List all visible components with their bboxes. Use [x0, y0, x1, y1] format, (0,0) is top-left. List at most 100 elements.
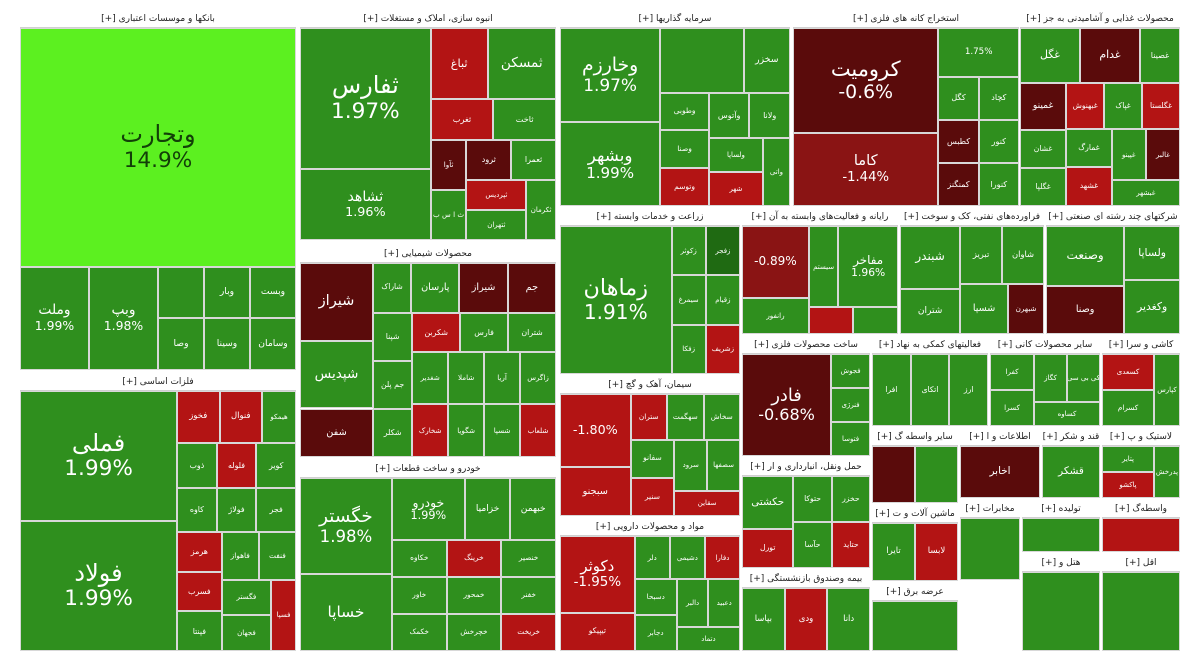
stock-tile[interactable]: بپاسا	[742, 588, 785, 651]
sector-header[interactable]: محصولات غذایی و آشامیدنی به جز [+]	[1020, 10, 1180, 28]
stock-tile[interactable]: فاهواز	[221, 532, 259, 580]
stock-tile[interactable]: وطوبی	[660, 92, 709, 131]
stock-tile[interactable]: وسامان	[250, 318, 296, 370]
sector-header[interactable]: فلزات اساسی [+]	[20, 373, 296, 391]
stock-tile[interactable]: ارز	[949, 354, 988, 426]
stock-tile[interactable]: ثغرب	[430, 98, 494, 140]
stock-tile[interactable]: غدام	[1080, 28, 1140, 83]
stock-tile[interactable]: رانفور	[742, 298, 809, 334]
stock-tile[interactable]: فنفت	[258, 532, 296, 580]
stock-tile[interactable]: غالبر	[1145, 128, 1180, 181]
stock-tile[interactable]: فولاژ	[216, 487, 257, 533]
stock-tile[interactable]: وآتوس	[708, 92, 750, 139]
stock-tile[interactable]: شفن	[300, 408, 373, 457]
stock-tile[interactable]	[808, 307, 854, 334]
stock-tile[interactable]: خفنر	[501, 577, 556, 615]
stock-tile[interactable]	[872, 446, 915, 503]
stock-tile[interactable]: فجهان	[221, 615, 272, 651]
stock-tile[interactable]: دشیمی	[669, 536, 705, 580]
stock-tile[interactable]: فنوال	[219, 391, 262, 443]
stock-tile[interactable]: فلوله	[216, 443, 257, 488]
stock-tile[interactable]: شهر	[708, 172, 763, 206]
stock-tile[interactable]: شاراک	[373, 263, 412, 313]
stock-tile[interactable]	[1102, 518, 1180, 552]
stock-tile[interactable]: کرومیت -0.6%	[793, 28, 939, 133]
stock-tile[interactable]: وصنعت	[1046, 226, 1125, 286]
stock-tile[interactable]: شتران	[508, 312, 556, 352]
stock-tile[interactable]: فجر	[256, 487, 296, 533]
sector-header[interactable]: بانکها و موسسات اعتباری [+]	[20, 10, 296, 28]
sector-header[interactable]: زراعت و خدمات وابسته [+]	[560, 208, 740, 226]
stock-tile[interactable]: فجوش	[831, 354, 870, 388]
stock-tile[interactable]: کپارس	[1154, 354, 1180, 426]
stock-tile[interactable]: وصنا	[660, 130, 709, 169]
stock-tile[interactable]: وسینا	[204, 318, 250, 370]
stock-tile[interactable]: دعبید	[708, 579, 740, 628]
stock-tile[interactable]: کنورا	[978, 162, 1019, 206]
stock-tile[interactable]: -0.89%	[742, 226, 809, 299]
stock-tile[interactable]: غگلپا	[1020, 168, 1067, 206]
stock-tile[interactable]: زکوثر	[671, 226, 706, 276]
sector-header[interactable]: قند و شکر [+]	[1042, 428, 1100, 446]
sector-header[interactable]: سایر محصولات کانی [+]	[990, 336, 1100, 354]
stock-tile[interactable]: ثپردیس	[466, 179, 527, 210]
stock-tile[interactable]: دالبر	[676, 579, 709, 628]
stock-tile[interactable]: کگل	[938, 76, 979, 120]
stock-tile[interactable]: سقاین	[674, 490, 740, 516]
sector-header[interactable]: سرمایه گذاریها [+]	[560, 10, 790, 28]
stock-tile[interactable]: تورل	[742, 529, 794, 568]
sector-header[interactable]: بیمه وصندوق بازنشستگی [+]	[742, 570, 870, 588]
stock-tile[interactable]: وبار	[204, 266, 250, 319]
stock-tile[interactable]	[1022, 572, 1100, 651]
sector-header[interactable]: فعالیتهای کمکی به نهاد [+]	[872, 336, 988, 354]
stock-tile[interactable]: ث ا س ب	[430, 189, 467, 240]
stock-tile[interactable]: شبندر	[900, 226, 961, 289]
stock-tile[interactable]: جم	[507, 263, 556, 313]
stock-tile[interactable]: پارسان	[411, 263, 460, 313]
stock-tile[interactable]: شغدیر	[412, 351, 449, 405]
stock-tile[interactable]: حآسا	[793, 522, 832, 568]
stock-tile[interactable]: سیمرغ	[671, 275, 706, 325]
stock-tile[interactable]: فخوز	[177, 391, 220, 443]
stock-tile[interactable]: غشان	[1020, 130, 1067, 169]
stock-tile[interactable]: شتران	[900, 288, 961, 334]
stock-tile[interactable]: کسرا	[990, 390, 1034, 426]
stock-tile[interactable]: دفارا	[704, 536, 740, 580]
stock-tile[interactable]: واتی	[762, 138, 790, 206]
stock-tile[interactable]: ثباغ	[430, 28, 488, 99]
stock-tile[interactable]: شاملا	[448, 351, 485, 405]
stock-tile[interactable]: حتوکا	[793, 476, 832, 522]
stock-tile[interactable]: شکربن	[412, 312, 461, 352]
stock-tile[interactable]: لابسا	[915, 523, 958, 581]
stock-tile[interactable]: سرود	[674, 439, 708, 491]
stock-tile[interactable]: کی بی سی	[1067, 354, 1100, 402]
stock-tile[interactable]: غبشهر	[1111, 180, 1180, 206]
stock-tile[interactable]: کسرام	[1102, 390, 1154, 426]
stock-tile[interactable]: ستران	[630, 394, 668, 440]
sector-header[interactable]: کاشی و سرا [+]	[1102, 336, 1180, 354]
stock-tile[interactable]: ودی	[784, 588, 828, 651]
stock-tile[interactable]: شسپا	[960, 283, 1009, 334]
sector-header[interactable]: اقل [+]	[1102, 554, 1180, 572]
stock-tile[interactable]: زقیام	[705, 275, 740, 325]
stock-tile[interactable]: حتاید	[831, 522, 870, 568]
sector-header[interactable]: عرضه برق [+]	[872, 583, 958, 601]
stock-tile[interactable]: شیراز	[300, 263, 373, 341]
stock-tile[interactable]: ولساپا	[1124, 226, 1180, 280]
stock-tile[interactable]: غمارگ	[1066, 128, 1112, 168]
stock-tile[interactable]	[660, 28, 744, 93]
stock-tile[interactable]: غشهد	[1066, 167, 1112, 206]
sector-header[interactable]: مواد و محصولات دارویی [+]	[560, 518, 740, 536]
stock-tile[interactable]: شپدیس	[300, 340, 373, 409]
stock-tile[interactable]: خزامیا	[464, 478, 511, 541]
stock-tile[interactable]: ثرود	[466, 139, 512, 180]
stock-tile[interactable]: شگویا	[448, 404, 485, 457]
stock-tile[interactable]: زفجر	[705, 226, 740, 276]
stock-tile[interactable]: ثفارس 1.97%	[300, 28, 431, 170]
stock-tile[interactable]	[1022, 518, 1100, 552]
stock-tile[interactable]: وتوسم	[660, 168, 709, 206]
stock-tile[interactable]: خچرخش	[446, 614, 502, 651]
stock-tile[interactable]: زفکا	[671, 324, 706, 374]
stock-tile[interactable]: کنور	[978, 119, 1019, 163]
stock-tile[interactable]: وخارزم 1.97%	[560, 28, 661, 123]
